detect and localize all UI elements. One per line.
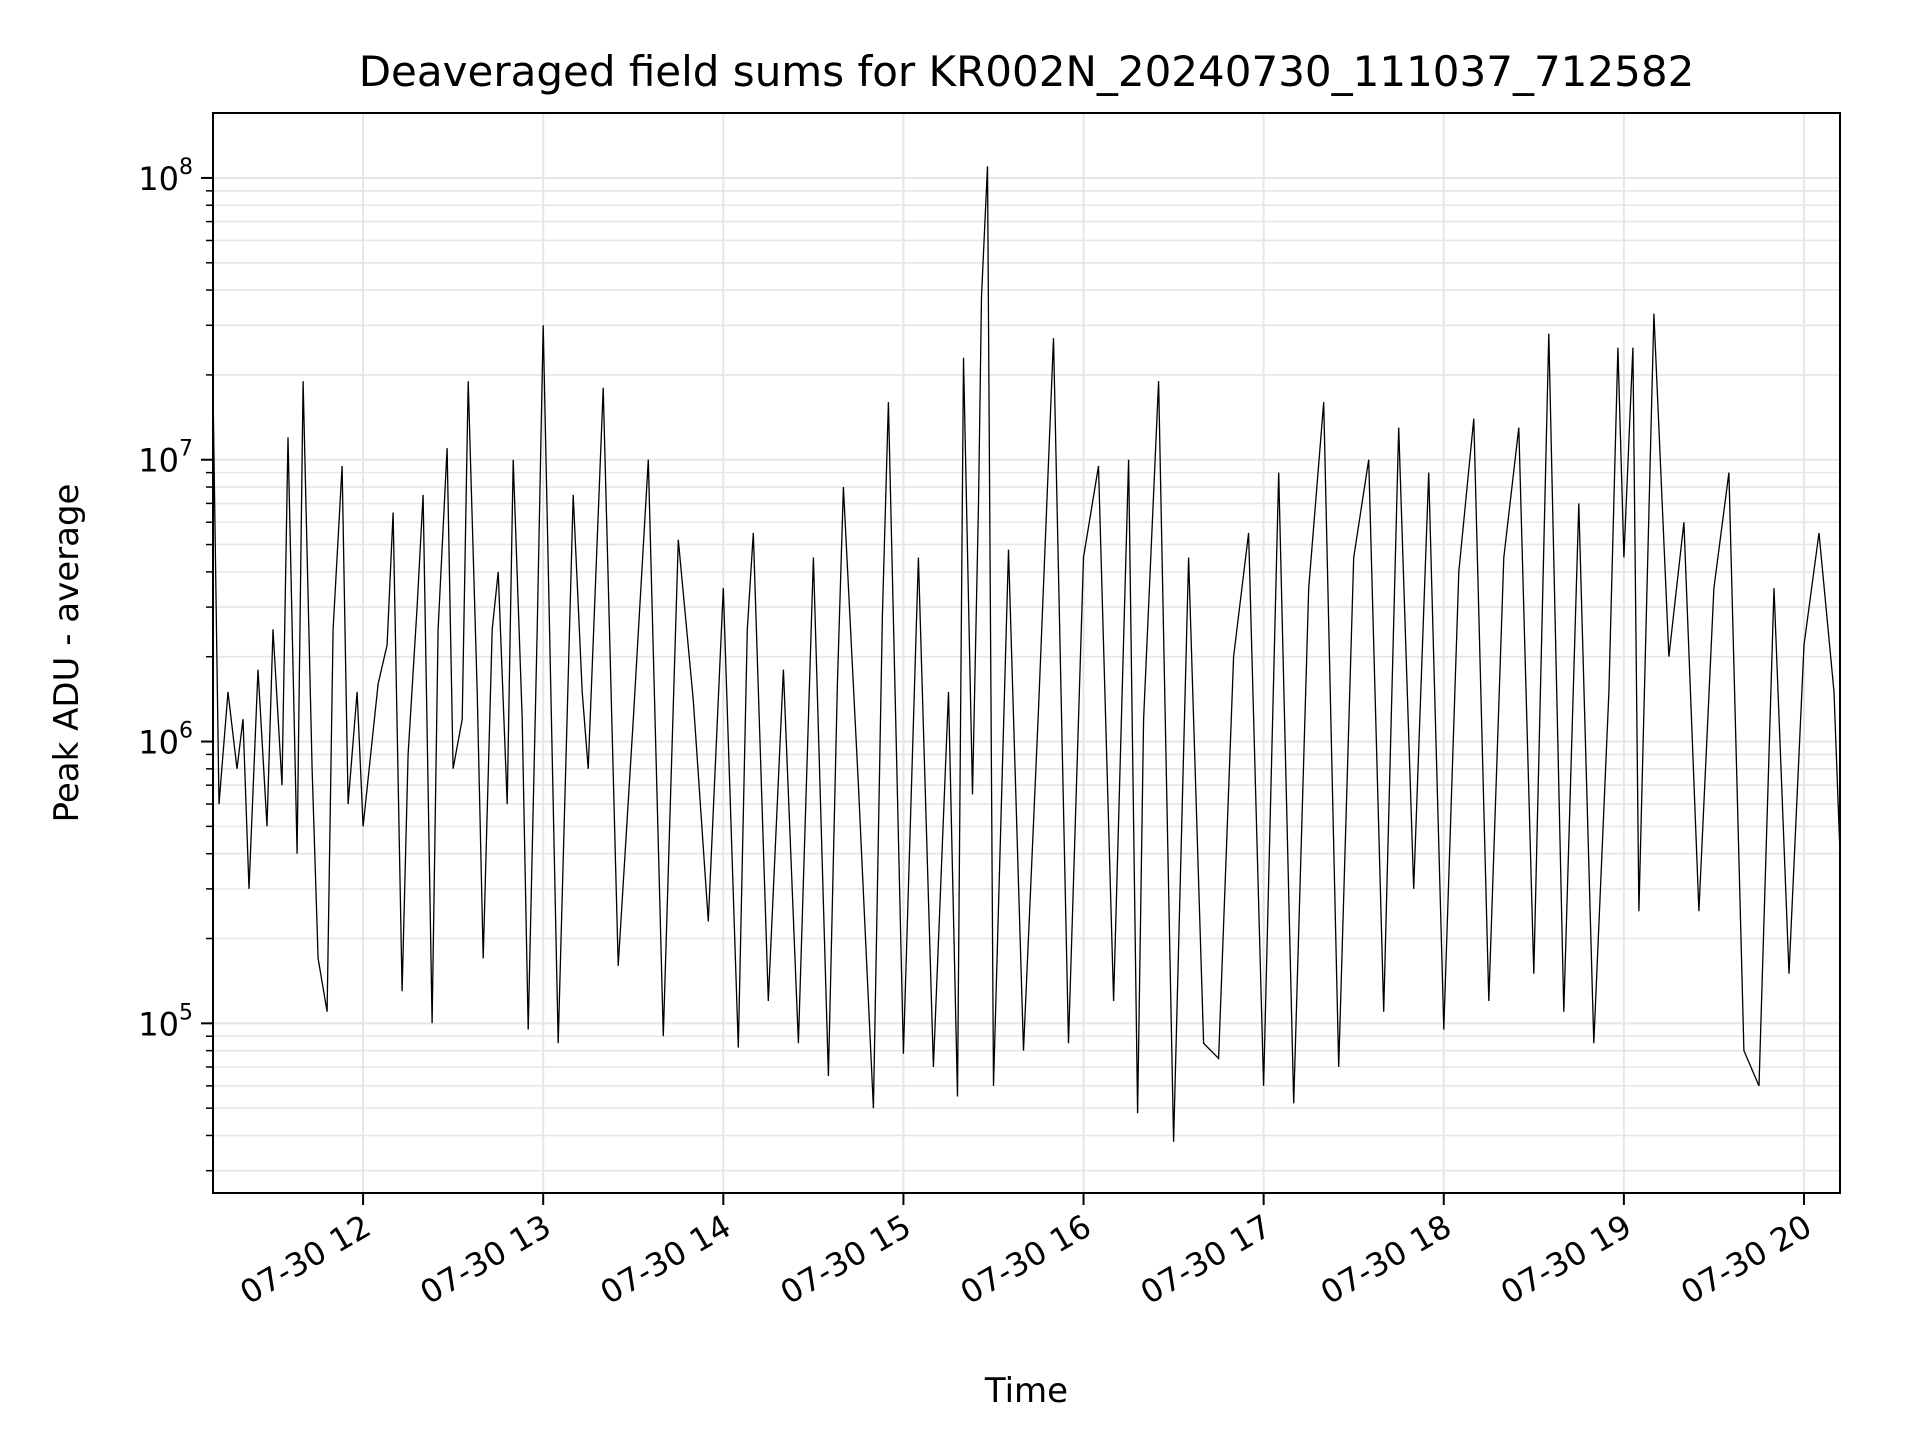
y-axis-label: Peak ADU - average [47,484,87,823]
y-axis: 105 106 107 108 [138,155,213,1172]
y-tick-label: 106 [138,719,193,762]
chart-title: Deaveraged field sums for KR002N_2024073… [359,47,1695,96]
y-tick-label: 107 [138,437,193,480]
y-tick-label: 105 [138,1000,193,1043]
y-tick-label: 108 [138,155,193,198]
series-line [212,166,1841,1142]
plot-area [212,166,1841,1142]
x-axis-label: Time [984,1371,1068,1411]
plot-frame [212,112,1841,1194]
